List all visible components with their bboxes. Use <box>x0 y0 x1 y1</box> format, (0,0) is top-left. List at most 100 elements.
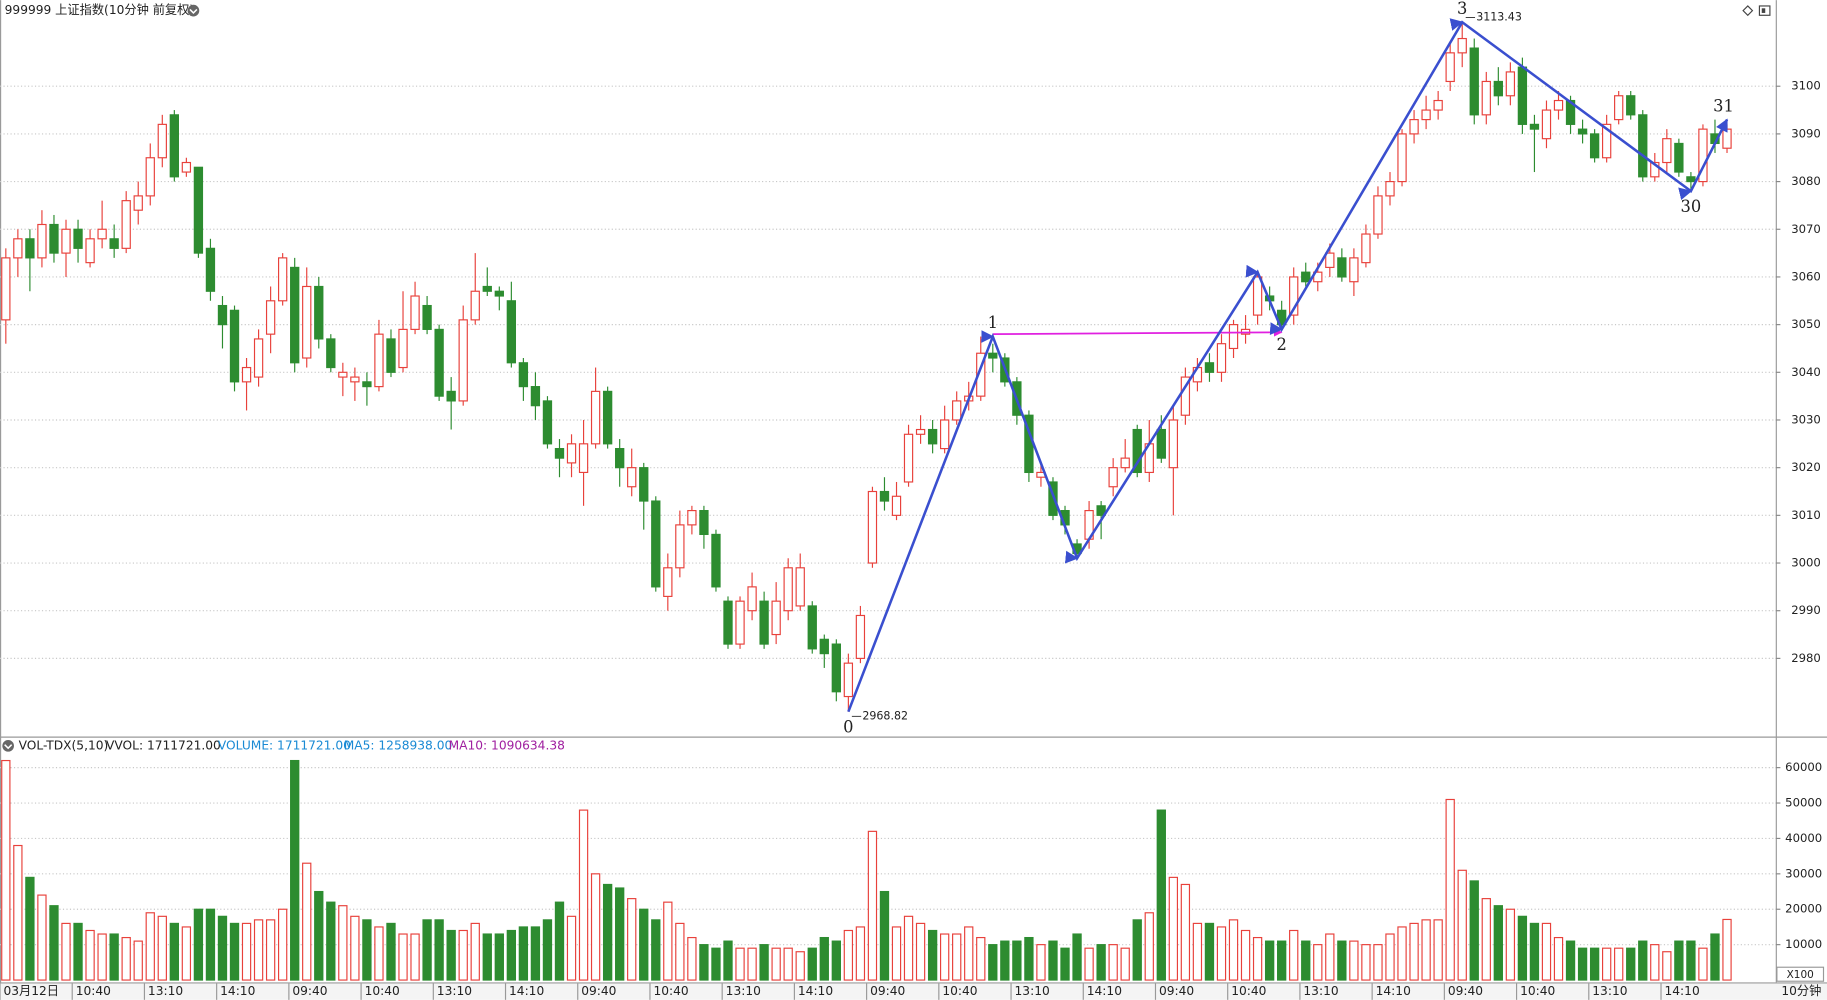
volume-bar <box>1108 944 1118 981</box>
candle-body <box>1433 99 1443 111</box>
volume-bar <box>410 933 420 981</box>
volume-bar <box>1349 940 1359 981</box>
y-tick-label: 3070 <box>1791 222 1821 236</box>
candle-body <box>855 614 866 659</box>
candle-body <box>927 428 938 445</box>
candle-body <box>314 285 324 340</box>
volume-bar <box>1397 926 1407 981</box>
volume-bar <box>639 908 649 981</box>
candle-body <box>73 228 83 249</box>
volume-bar <box>1325 933 1335 981</box>
y-tick-label: 3000 <box>1791 556 1821 570</box>
x-tick-label: 14:10 <box>1087 984 1122 998</box>
candle-body <box>290 266 300 364</box>
volume-bar <box>843 929 854 981</box>
candle-body <box>482 285 492 292</box>
title-menu-icon[interactable] <box>187 4 200 17</box>
candle-body <box>241 366 252 383</box>
candle-body <box>97 228 107 240</box>
draw-tool-icon[interactable] <box>1742 5 1754 17</box>
volume-bar <box>891 926 902 981</box>
volume-bar <box>1168 876 1179 981</box>
volume-bar <box>1337 940 1347 981</box>
candle-body <box>843 662 854 698</box>
candle-body <box>1325 252 1335 268</box>
volume-bar <box>350 915 360 981</box>
volume-bar <box>1072 933 1082 981</box>
y-tick-label: 10000 <box>1785 937 1822 951</box>
candle-body <box>338 371 348 378</box>
volume-bar <box>807 947 817 981</box>
candle-body <box>747 586 757 612</box>
volume-bar <box>735 947 745 981</box>
x-tick-label: 10:40 <box>1520 984 1555 998</box>
candle-body <box>1228 324 1239 350</box>
candle-body <box>1252 276 1263 316</box>
volume-bar <box>1529 922 1540 981</box>
candle-body <box>253 338 264 378</box>
y-tick-label: 3080 <box>1791 174 1821 188</box>
volume-bar <box>867 830 878 981</box>
volume-bar <box>1240 929 1251 981</box>
candle-body <box>470 290 480 321</box>
volume-bar <box>109 933 119 981</box>
candle-body <box>1457 37 1467 54</box>
y-tick-label: 20000 <box>1785 902 1822 916</box>
time-axis <box>0 983 1827 1000</box>
candle-body <box>49 223 59 254</box>
unit-box <box>1776 966 1825 982</box>
window-icon[interactable] <box>1758 5 1771 16</box>
candle-body <box>1493 80 1503 97</box>
wave-label: 3 <box>1457 0 1467 18</box>
volume-bar <box>1204 922 1215 981</box>
volume-bar <box>157 915 167 981</box>
volume-bar <box>1457 869 1467 981</box>
volume-menu-icon[interactable] <box>2 740 14 752</box>
volume-bar <box>1301 940 1311 981</box>
candle-body <box>85 238 95 264</box>
y-tick-label: 3050 <box>1791 317 1821 331</box>
volume-bar <box>518 926 529 981</box>
candle-body <box>1469 47 1479 116</box>
volume-header: MA5: 1258938.00 <box>344 738 453 752</box>
candle-body <box>1614 95 1624 121</box>
candle-body <box>1517 66 1528 125</box>
volume-bar <box>1132 919 1142 981</box>
volume-bar <box>73 922 83 981</box>
volume-bar <box>1638 940 1648 981</box>
x-tick-label: 10:40 <box>653 984 688 998</box>
volume-bar <box>615 887 625 981</box>
volume-bar <box>265 919 276 981</box>
volume-bar <box>952 933 962 981</box>
x-tick-label: 14:10 <box>1665 984 1700 998</box>
volume-bar <box>1277 940 1287 981</box>
x-tick-label: 09:40 <box>581 984 616 998</box>
candle-body <box>1577 128 1588 135</box>
x-tick-label: 03月12日 <box>3 984 59 998</box>
volume-bar <box>1048 940 1058 981</box>
candle-body <box>374 333 384 388</box>
volume-bar <box>1674 940 1684 981</box>
candle-body <box>771 600 781 636</box>
volume-bar <box>723 940 733 981</box>
volume-bar <box>302 862 312 981</box>
volume-bar <box>795 951 805 981</box>
y-tick-label: 3060 <box>1791 269 1821 283</box>
candle-body <box>1108 467 1118 488</box>
y-tick-label: 3030 <box>1791 412 1821 426</box>
volume-bar <box>1505 908 1516 981</box>
volume-bar <box>566 915 577 981</box>
candle-body <box>627 467 637 488</box>
volume-bar <box>711 947 721 981</box>
y-tick-label: 3020 <box>1791 460 1821 474</box>
volume-bar <box>241 922 252 981</box>
y-tick-label: 3010 <box>1791 508 1821 522</box>
volume-bar <box>964 926 974 981</box>
volume-bar <box>398 933 408 981</box>
candle-body <box>229 309 240 383</box>
volume-bar <box>675 922 685 981</box>
volume-bar <box>37 894 47 981</box>
candle-body <box>121 200 131 249</box>
x-tick-label: 10:40 <box>365 984 400 998</box>
candle-body <box>1662 138 1672 164</box>
